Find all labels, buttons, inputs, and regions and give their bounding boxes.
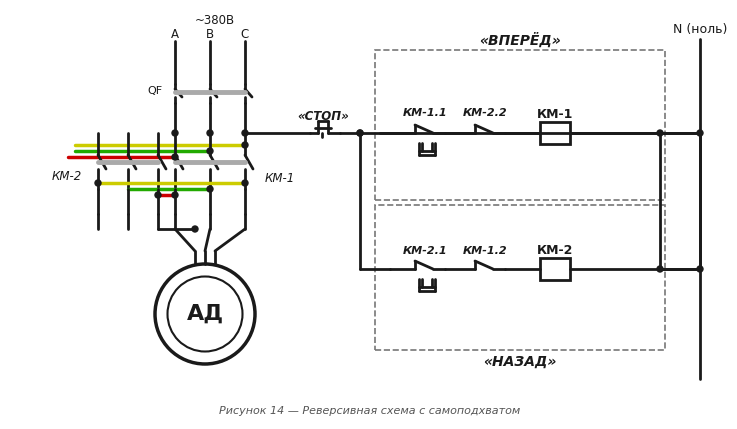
Text: «СТОП»: «СТОП» bbox=[297, 109, 349, 123]
Text: ~380В: ~380В bbox=[195, 13, 235, 27]
Text: КМ-2: КМ-2 bbox=[537, 245, 573, 257]
Text: КМ-2.1: КМ-2.1 bbox=[402, 246, 447, 256]
Text: КМ-1.2: КМ-1.2 bbox=[463, 246, 507, 256]
Circle shape bbox=[207, 130, 213, 136]
Circle shape bbox=[242, 180, 248, 186]
Text: КМ-1: КМ-1 bbox=[537, 109, 573, 121]
Circle shape bbox=[357, 130, 363, 136]
Text: КМ-2.2: КМ-2.2 bbox=[463, 108, 507, 118]
Circle shape bbox=[155, 264, 255, 364]
Circle shape bbox=[657, 266, 663, 272]
Circle shape bbox=[172, 154, 178, 160]
Circle shape bbox=[242, 130, 248, 136]
Text: C: C bbox=[241, 27, 249, 40]
Bar bbox=[375, 205, 665, 350]
Text: «ВПЕРЁД»: «ВПЕРЁД» bbox=[479, 33, 561, 48]
Circle shape bbox=[207, 148, 213, 154]
Circle shape bbox=[155, 192, 161, 198]
Text: КМ-1: КМ-1 bbox=[265, 172, 296, 185]
Bar bbox=[540, 258, 570, 280]
Circle shape bbox=[172, 192, 178, 198]
Circle shape bbox=[357, 130, 363, 136]
Circle shape bbox=[95, 180, 101, 186]
Text: АД: АД bbox=[186, 304, 223, 324]
Text: QF: QF bbox=[148, 86, 163, 96]
Circle shape bbox=[697, 130, 703, 136]
Bar bbox=[375, 50, 665, 200]
Text: A: A bbox=[171, 27, 179, 40]
Circle shape bbox=[207, 186, 213, 192]
Circle shape bbox=[172, 130, 178, 136]
Circle shape bbox=[192, 226, 198, 232]
Text: N (ноль): N (ноль) bbox=[673, 22, 727, 36]
Text: КМ-2: КМ-2 bbox=[52, 170, 83, 184]
Text: Рисунок 14 — Реверсивная схема с самоподхватом: Рисунок 14 — Реверсивная схема с самопод… bbox=[220, 406, 520, 416]
Circle shape bbox=[167, 277, 242, 351]
Circle shape bbox=[697, 266, 703, 272]
Text: «НАЗАД»: «НАЗАД» bbox=[483, 355, 556, 369]
Text: КМ-1.1: КМ-1.1 bbox=[402, 108, 447, 118]
Bar bbox=[540, 122, 570, 144]
Circle shape bbox=[242, 142, 248, 148]
Circle shape bbox=[657, 130, 663, 136]
Text: B: B bbox=[206, 27, 214, 40]
